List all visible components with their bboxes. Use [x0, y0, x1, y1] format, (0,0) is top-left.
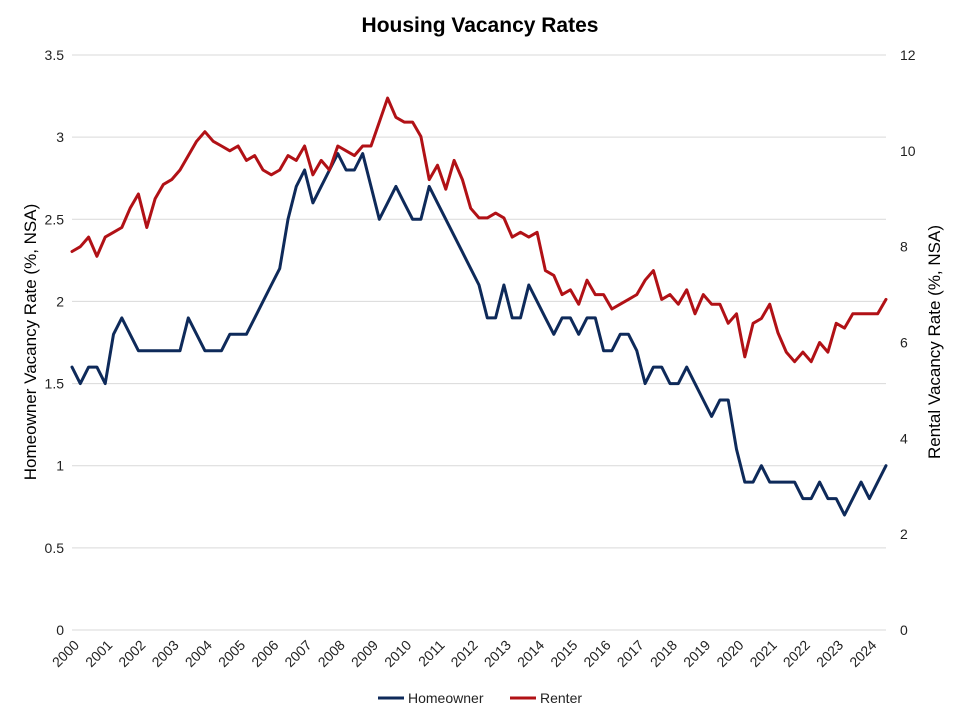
- x-tick-label: 2016: [580, 637, 613, 670]
- x-tick-label: 2020: [713, 637, 746, 670]
- left-tick-label: 3.5: [45, 47, 65, 63]
- series-line-homeowner: [70, 152, 888, 517]
- right-axis-label: Rental Vacancy Rate (%, NSA): [925, 225, 944, 459]
- x-tick-label: 2003: [148, 637, 181, 670]
- right-tick-label: 8: [900, 239, 908, 255]
- left-tick-label: 0: [56, 622, 64, 638]
- grid-lines: [72, 54, 886, 631]
- x-tick-label: 2002: [115, 637, 148, 670]
- right-tick-label: 10: [900, 143, 916, 159]
- x-tick-label: 2001: [82, 637, 115, 670]
- x-tick-label: 2024: [846, 637, 879, 670]
- left-tick-label: 3: [56, 129, 64, 145]
- x-tick-label: 2004: [182, 637, 215, 670]
- legend-label-renter: Renter: [540, 690, 582, 706]
- series-lines: [70, 96, 888, 517]
- right-tick-label: 2: [900, 526, 908, 542]
- series-line-renter: [70, 96, 888, 364]
- x-tick-label: 2011: [415, 637, 448, 670]
- chart-title: Housing Vacancy Rates: [362, 14, 599, 37]
- right-tick-label: 0: [900, 622, 908, 638]
- x-tick-label: 2015: [547, 637, 580, 670]
- right-tick-label: 4: [900, 430, 908, 446]
- x-tick-label: 2007: [281, 637, 314, 670]
- left-tick-label: 1: [56, 458, 64, 474]
- left-axis-label: Homeowner Vacancy Rate (%, NSA): [21, 204, 40, 481]
- x-tick-label: 2021: [746, 637, 779, 670]
- x-tick-label: 2006: [248, 637, 281, 670]
- right-tick-label: 12: [900, 47, 916, 63]
- x-axis-ticks: 2000 2001 2002 2003 2004 2005 2006 2007 2008 2009…: [49, 637, 880, 670]
- left-tick-label: 2.5: [45, 211, 65, 227]
- left-axis-ticks: 0 0.5 1 1.5 2 2.5 3 3.5: [45, 47, 65, 638]
- x-tick-label: 2017: [614, 637, 647, 670]
- x-tick-label: 2023: [813, 637, 846, 670]
- x-tick-label: 2010: [381, 637, 414, 670]
- x-tick-label: 2009: [348, 637, 381, 670]
- right-axis-ticks: 0 2 4 6 8 10 12: [900, 47, 916, 638]
- right-tick-label: 6: [900, 335, 908, 351]
- x-tick-label: 2008: [315, 637, 348, 670]
- x-tick-label: 2013: [481, 637, 514, 670]
- x-tick-label: 2000: [49, 637, 82, 670]
- x-tick-label: 2018: [647, 637, 680, 670]
- x-tick-label: 2019: [680, 637, 713, 670]
- x-tick-label: 2005: [215, 637, 248, 670]
- left-tick-label: 0.5: [45, 540, 65, 556]
- left-tick-label: 1.5: [45, 376, 65, 392]
- legend: Homeowner Renter: [378, 690, 582, 706]
- x-tick-label: 2014: [514, 637, 547, 670]
- left-tick-label: 2: [56, 293, 64, 309]
- x-tick-label: 2022: [780, 637, 813, 670]
- legend-label-homeowner: Homeowner: [408, 690, 484, 706]
- x-tick-label: 2012: [447, 637, 480, 670]
